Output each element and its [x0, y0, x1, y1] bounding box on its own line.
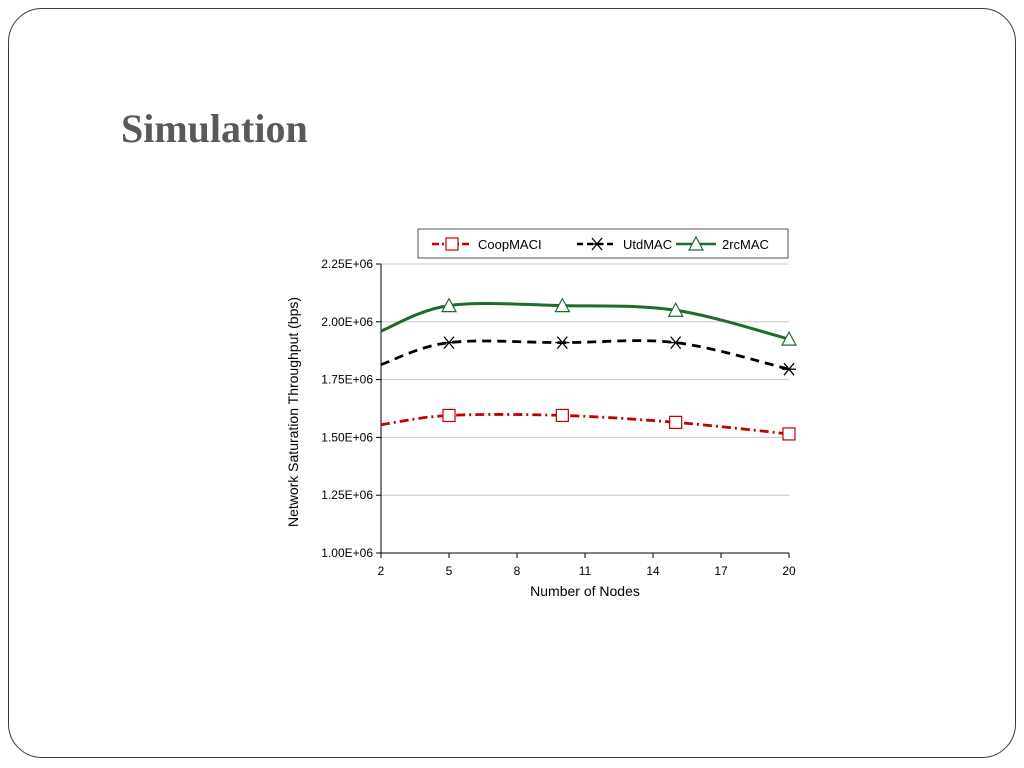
- x-tick-label: 14: [646, 564, 660, 578]
- series-markers: [440, 297, 798, 441]
- legend-label-utdmac: UtdMAC: [623, 237, 672, 252]
- legend-label-coopmaci: CoopMACI: [478, 237, 542, 252]
- data-point-utdmac: [668, 336, 683, 350]
- gridlines: [381, 263, 789, 496]
- y-tick-label: 1.75E+06: [321, 373, 373, 387]
- series-line-utdmac: [380, 339, 790, 371]
- y-tick-label: 1.25E+06: [321, 488, 373, 502]
- y-tick-label: 2.25E+06: [321, 257, 373, 271]
- data-point-2rcmac: [554, 297, 571, 313]
- x-tick-labels: 2 5 8 11 14 17 20: [378, 564, 796, 578]
- x-tick-label: 20: [782, 564, 796, 578]
- slide-frame: Simulation: [8, 8, 1016, 758]
- x-tick-label: 8: [514, 564, 521, 578]
- data-point-utdmac: [442, 336, 456, 350]
- axes: [376, 263, 790, 558]
- data-point-2rcmac: [780, 330, 798, 346]
- data-point-utdmac: [782, 362, 796, 376]
- throughput-line-chart: 1.00E+06 1.25E+06 1.50E+06 1.75E+06 2.00E+06…: [285, 228, 798, 599]
- x-tick-label: 2: [378, 564, 385, 578]
- data-point-coopmaci: [442, 408, 456, 423]
- x-axis-label: Number of Nodes: [530, 583, 640, 599]
- y-tick-label: 1.00E+06: [321, 546, 373, 560]
- y-axis-label: Network Saturation Throughput (bps): [285, 297, 301, 527]
- slide-title: Simulation: [121, 106, 308, 151]
- data-point-2rcmac: [440, 297, 458, 313]
- legend-marker-2rcmac: [687, 235, 705, 251]
- y-tick-label: 1.50E+06: [321, 430, 373, 444]
- x-tick-label: 5: [446, 564, 453, 578]
- data-point-coopmaci: [782, 427, 796, 441]
- series-lines: [380, 302, 790, 436]
- x-tick-label: 17: [714, 564, 728, 578]
- data-point-coopmaci: [669, 415, 683, 429]
- data-point-coopmaci: [555, 408, 569, 423]
- legend: CoopMACI UtdMAC 2rcMAC: [417, 228, 789, 259]
- data-point-2rcmac: [667, 301, 684, 317]
- y-tick-label: 2.00E+06: [321, 315, 373, 329]
- x-tick-label: 11: [579, 564, 592, 578]
- y-tick-labels: 1.00E+06 1.25E+06 1.50E+06 1.75E+06 2.00E+06…: [321, 257, 373, 560]
- legend-marker-coopmaci: [445, 237, 459, 251]
- legend-marker-utdmac: [590, 237, 604, 251]
- data-point-utdmac: [555, 336, 570, 350]
- series-line-coopmaci: [380, 413, 790, 436]
- legend-label-2rcmac: 2rcMAC: [722, 237, 769, 252]
